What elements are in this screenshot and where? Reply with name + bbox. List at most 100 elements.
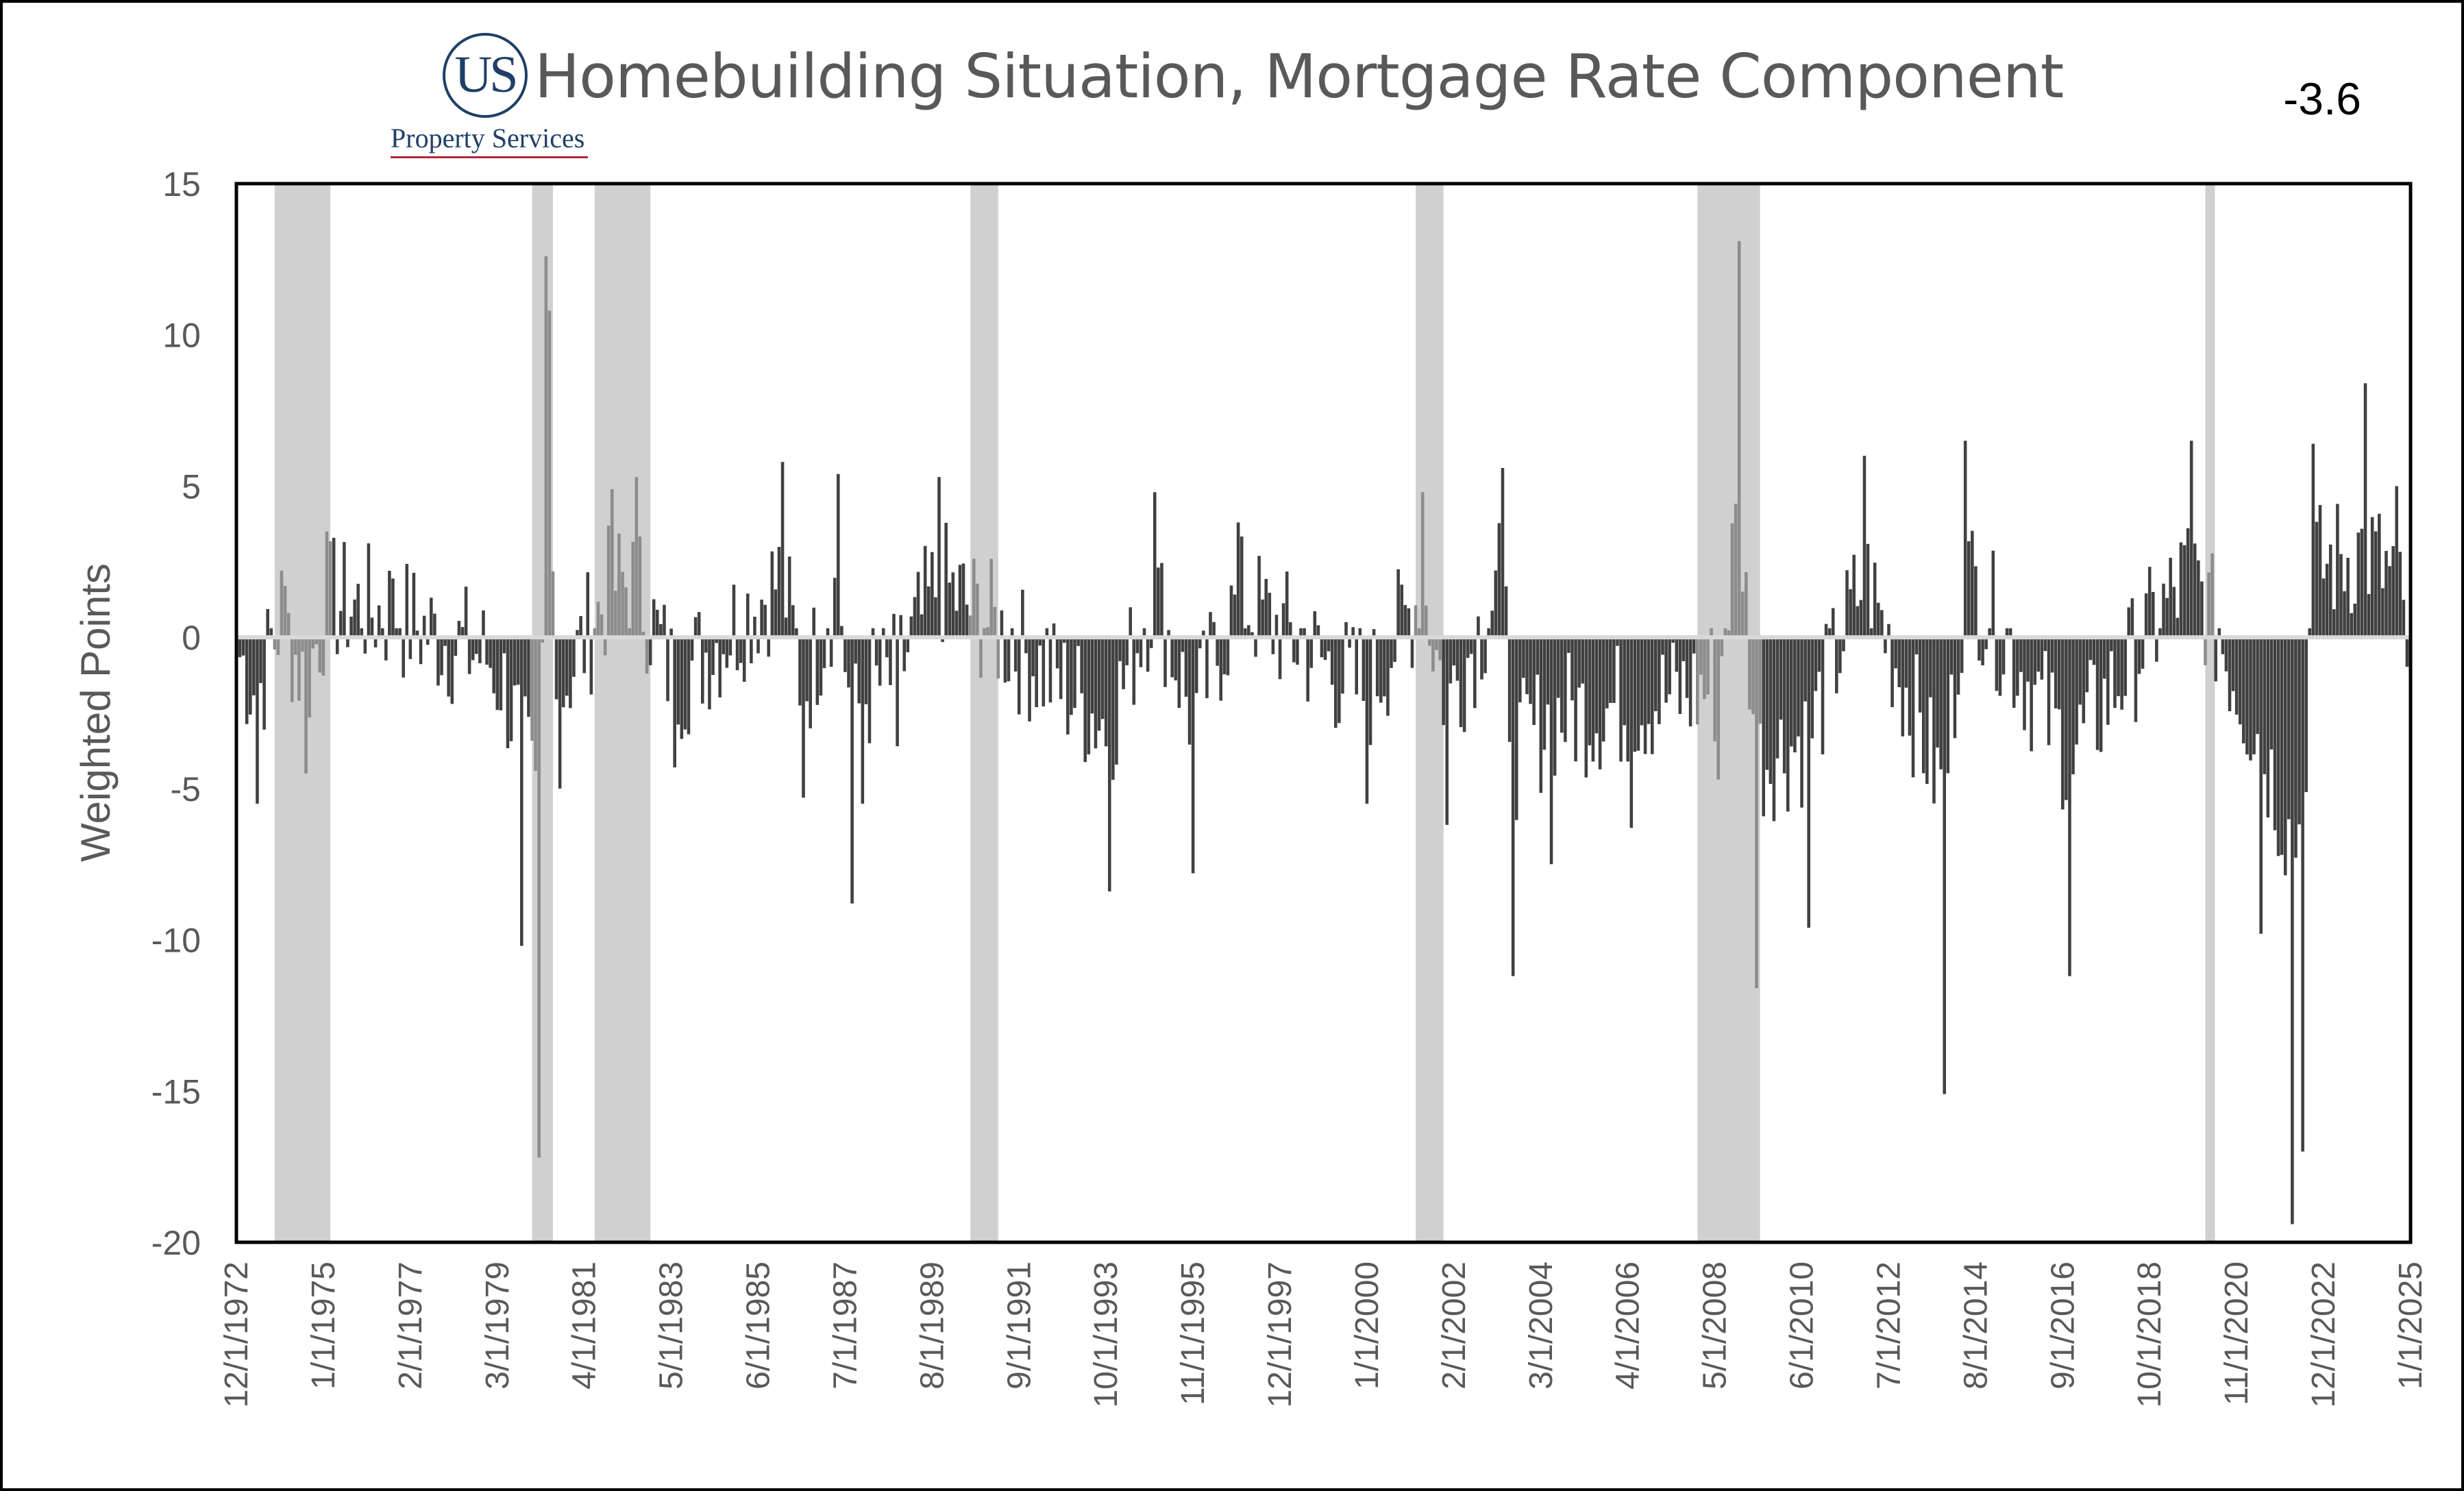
bar bbox=[931, 552, 934, 638]
bar bbox=[308, 637, 311, 718]
bar bbox=[1459, 637, 1463, 728]
bar bbox=[722, 637, 726, 654]
bar bbox=[1991, 550, 1995, 638]
bar bbox=[2095, 637, 2099, 750]
bar bbox=[1407, 608, 1411, 638]
bar bbox=[1501, 467, 1505, 638]
x-tick-label: 2/1/1977 bbox=[393, 1261, 429, 1390]
bar bbox=[2318, 504, 2322, 638]
bar bbox=[238, 637, 242, 658]
bar bbox=[874, 637, 878, 666]
bar bbox=[1849, 589, 1852, 638]
bar bbox=[373, 637, 378, 648]
bar bbox=[1445, 637, 1449, 825]
bar bbox=[1560, 637, 1564, 733]
bar bbox=[2106, 637, 2110, 725]
bar bbox=[1581, 637, 1585, 684]
bar bbox=[892, 613, 896, 638]
bar bbox=[1758, 637, 1762, 724]
bar bbox=[513, 637, 517, 686]
bar bbox=[1348, 637, 1351, 648]
bar bbox=[1080, 637, 1083, 693]
bar bbox=[854, 637, 857, 664]
bar bbox=[1424, 605, 1428, 638]
bar bbox=[600, 614, 604, 638]
bar bbox=[885, 637, 889, 658]
bar bbox=[2204, 637, 2207, 665]
bar bbox=[1129, 607, 1133, 638]
bar bbox=[676, 637, 680, 725]
bar bbox=[837, 473, 840, 638]
bar bbox=[1852, 554, 1856, 638]
bar bbox=[902, 637, 907, 671]
bar bbox=[774, 589, 778, 638]
bar bbox=[1873, 563, 1877, 638]
bar bbox=[968, 615, 972, 638]
bar bbox=[1810, 637, 1814, 739]
bar bbox=[1184, 637, 1188, 697]
bar bbox=[624, 587, 628, 638]
x-tick-label: 4/1/2006 bbox=[1610, 1261, 1647, 1390]
x-tick-label: 5/1/1983 bbox=[654, 1261, 690, 1390]
bar bbox=[687, 637, 691, 735]
bar bbox=[1216, 637, 1219, 666]
bar bbox=[2360, 528, 2364, 638]
bar bbox=[2245, 637, 2249, 755]
bar bbox=[1734, 504, 1738, 638]
bar bbox=[1442, 637, 1445, 726]
bar bbox=[1782, 637, 1786, 774]
bar bbox=[492, 637, 495, 693]
bar bbox=[1988, 628, 1991, 638]
bar bbox=[948, 582, 952, 638]
bar bbox=[530, 637, 534, 741]
bar bbox=[920, 614, 924, 638]
bar bbox=[2158, 628, 2162, 638]
current-value: -3.6 bbox=[2283, 73, 2361, 124]
bar bbox=[1842, 637, 1845, 652]
bar bbox=[1473, 637, 1477, 708]
bar bbox=[2182, 545, 2186, 638]
bar bbox=[2321, 578, 2326, 638]
bar bbox=[2374, 531, 2378, 638]
bar bbox=[1511, 637, 1515, 976]
bar bbox=[356, 583, 360, 638]
bar bbox=[2252, 637, 2256, 754]
bar bbox=[1765, 637, 1769, 770]
bar bbox=[1793, 637, 1797, 753]
bar bbox=[1716, 637, 1721, 780]
bar bbox=[780, 462, 785, 638]
bar bbox=[2381, 588, 2385, 638]
bar bbox=[419, 637, 423, 665]
bar bbox=[777, 547, 781, 638]
bar bbox=[673, 637, 676, 767]
bar bbox=[802, 637, 805, 798]
bar bbox=[1066, 637, 1070, 735]
bar bbox=[857, 637, 861, 704]
bar bbox=[1323, 637, 1327, 661]
bar bbox=[1251, 632, 1254, 638]
bar bbox=[1748, 637, 1751, 710]
bar bbox=[1668, 637, 1671, 695]
bar bbox=[916, 571, 920, 638]
bar bbox=[2231, 637, 2235, 691]
bar bbox=[1869, 628, 1873, 638]
bar bbox=[311, 637, 315, 649]
bar bbox=[249, 637, 252, 715]
y-tick-label: 10 bbox=[162, 317, 201, 355]
bar bbox=[1362, 637, 1366, 701]
bar bbox=[1205, 637, 1209, 698]
bar bbox=[2228, 637, 2232, 712]
bar bbox=[1017, 637, 1021, 715]
bar bbox=[1090, 637, 1094, 714]
bar bbox=[325, 531, 329, 638]
bar bbox=[941, 637, 944, 642]
bar bbox=[1097, 637, 1101, 731]
bar bbox=[256, 637, 259, 804]
x-tick-label: 11/1/2020 bbox=[2219, 1261, 2255, 1405]
bar bbox=[954, 611, 959, 638]
bar bbox=[1876, 602, 1880, 638]
bar bbox=[1469, 637, 1473, 654]
bar bbox=[861, 637, 865, 804]
bar bbox=[1939, 637, 1943, 769]
bar bbox=[1525, 637, 1529, 695]
